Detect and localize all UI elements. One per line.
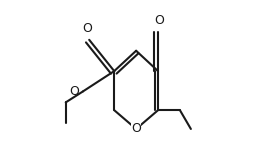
Text: O: O [131, 122, 141, 135]
Text: O: O [69, 85, 79, 98]
Text: O: O [83, 22, 93, 35]
Text: O: O [155, 14, 165, 27]
